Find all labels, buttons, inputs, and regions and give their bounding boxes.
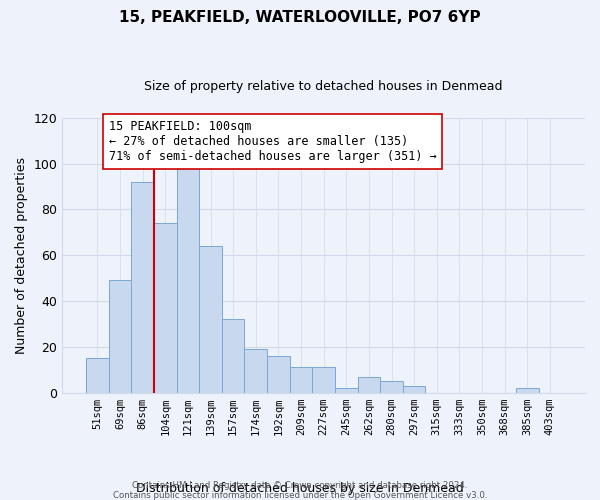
Title: Size of property relative to detached houses in Denmead: Size of property relative to detached ho… bbox=[145, 80, 503, 93]
Bar bbox=[244, 349, 267, 393]
Y-axis label: Number of detached properties: Number of detached properties bbox=[15, 156, 28, 354]
Bar bbox=[358, 376, 380, 392]
Text: 15 PEAKFIELD: 100sqm
← 27% of detached houses are smaller (135)
71% of semi-deta: 15 PEAKFIELD: 100sqm ← 27% of detached h… bbox=[109, 120, 436, 163]
Bar bbox=[313, 368, 335, 392]
Bar bbox=[516, 388, 539, 392]
Bar bbox=[176, 164, 199, 392]
Bar bbox=[109, 280, 131, 392]
Bar bbox=[267, 356, 290, 393]
Text: Distribution of detached houses by size in Denmead: Distribution of detached houses by size … bbox=[136, 482, 464, 495]
Bar bbox=[199, 246, 222, 392]
Text: Contains HM Land Registry data © Crown copyright and database right 2024.
Contai: Contains HM Land Registry data © Crown c… bbox=[113, 480, 487, 500]
Text: 15, PEAKFIELD, WATERLOOVILLE, PO7 6YP: 15, PEAKFIELD, WATERLOOVILLE, PO7 6YP bbox=[119, 10, 481, 25]
Bar bbox=[403, 386, 425, 392]
Bar bbox=[380, 381, 403, 392]
Bar bbox=[335, 388, 358, 392]
Bar bbox=[131, 182, 154, 392]
Bar bbox=[290, 368, 313, 392]
Bar bbox=[154, 223, 176, 392]
Bar bbox=[86, 358, 109, 392]
Bar bbox=[222, 320, 244, 392]
